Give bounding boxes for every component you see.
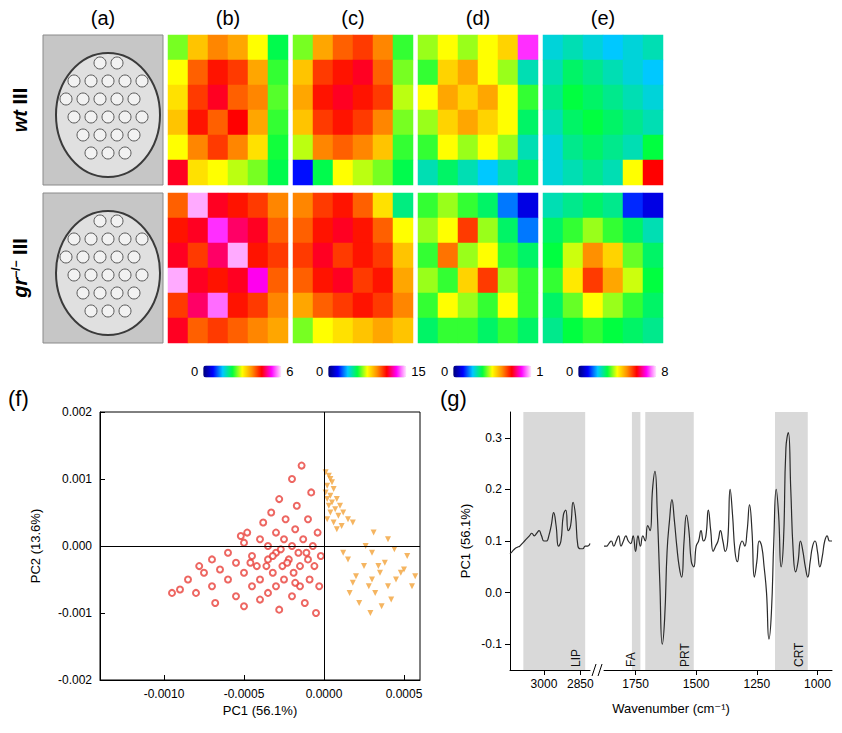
svg-text:wt: wt — [9, 109, 31, 133]
svg-text:(c): (c) — [341, 7, 364, 29]
svg-text:FA: FA — [624, 652, 638, 667]
svg-text:0.0005: 0.0005 — [386, 687, 423, 701]
svg-text:0: 0 — [316, 364, 323, 379]
svg-text:0.0: 0.0 — [485, 586, 502, 600]
svg-text:0.0000: 0.0000 — [306, 687, 343, 701]
svg-text:0.002: 0.002 — [62, 405, 92, 419]
svg-text:-0.0005: -0.0005 — [224, 687, 265, 701]
svg-text:0.1: 0.1 — [485, 534, 502, 548]
svg-text:gr: gr — [9, 277, 31, 299]
svg-text:LIP: LIP — [569, 649, 583, 667]
svg-text:1500: 1500 — [683, 677, 710, 691]
svg-text:0: 0 — [566, 364, 573, 379]
svg-text:15: 15 — [411, 364, 425, 379]
svg-text:(d): (d) — [466, 7, 490, 29]
svg-text:3000: 3000 — [531, 677, 558, 691]
svg-text:-0.0010: -0.0010 — [144, 687, 185, 701]
svg-text:(g): (g) — [440, 386, 467, 411]
svg-text:(a): (a) — [91, 7, 115, 29]
svg-text:1250: 1250 — [743, 677, 770, 691]
svg-text:(b): (b) — [216, 7, 240, 29]
svg-text:III: III — [9, 88, 31, 110]
svg-text:0.3: 0.3 — [485, 431, 502, 445]
svg-text:-0.1: -0.1 — [481, 637, 502, 651]
svg-text:1000: 1000 — [804, 677, 831, 691]
svg-text:6: 6 — [286, 364, 293, 379]
svg-text:PC2 (13.6%): PC2 (13.6%) — [28, 509, 43, 583]
svg-text:Wavenumber (cm⁻¹): Wavenumber (cm⁻¹) — [612, 701, 730, 716]
svg-text:PC1 (56.1%): PC1 (56.1%) — [458, 504, 473, 578]
svg-text:(e): (e) — [591, 7, 615, 29]
svg-text:CRT: CRT — [792, 642, 806, 667]
svg-text:0.000: 0.000 — [62, 539, 92, 553]
svg-text:(f): (f) — [8, 386, 29, 411]
svg-text:2850: 2850 — [567, 677, 594, 691]
svg-text:0: 0 — [191, 364, 198, 379]
svg-text:1: 1 — [536, 364, 543, 379]
svg-text:-0.002: -0.002 — [58, 673, 92, 687]
svg-text:0.001: 0.001 — [62, 472, 92, 486]
svg-text:1750: 1750 — [622, 677, 649, 691]
svg-text:0: 0 — [441, 364, 448, 379]
svg-text:−/−: −/− — [9, 260, 23, 277]
svg-text:-0.001: -0.001 — [58, 606, 92, 620]
svg-text:III: III — [9, 238, 31, 260]
svg-text:0.2: 0.2 — [485, 482, 502, 496]
svg-text:8: 8 — [661, 364, 668, 379]
svg-text:PRT: PRT — [678, 643, 692, 667]
svg-text:PC1 (56.1%): PC1 (56.1%) — [223, 703, 297, 718]
